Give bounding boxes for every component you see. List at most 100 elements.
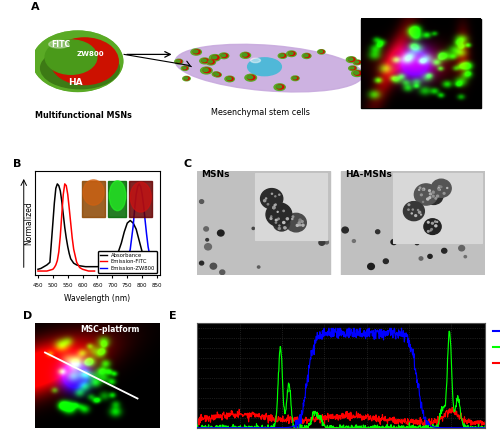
Ellipse shape [200, 58, 209, 64]
Circle shape [275, 196, 276, 197]
Ellipse shape [219, 53, 228, 59]
Circle shape [278, 219, 279, 220]
Ellipse shape [202, 59, 208, 63]
Absorbance [100, 263, 106, 269]
Emission-ZW800 [154, 268, 160, 273]
Ellipse shape [250, 58, 260, 63]
Emission-ZW800 [127, 247, 133, 252]
Emission-FITC [68, 220, 73, 226]
Circle shape [299, 219, 301, 221]
Circle shape [438, 188, 440, 189]
Circle shape [286, 213, 306, 232]
Ellipse shape [200, 67, 212, 74]
Ellipse shape [274, 84, 285, 90]
Ellipse shape [222, 54, 228, 57]
Absorbance [136, 238, 142, 243]
Circle shape [200, 261, 203, 265]
Circle shape [412, 209, 414, 210]
Circle shape [352, 239, 356, 243]
Text: ZW800: ZW800 [76, 51, 104, 57]
Absorbance [44, 262, 50, 268]
Ellipse shape [350, 67, 356, 70]
Circle shape [296, 224, 298, 226]
Emission-FITC [66, 206, 72, 211]
Emission-FITC [50, 267, 56, 272]
Circle shape [283, 210, 284, 212]
Legend: Nucleus, HA-MSNs, Actin: Nucleus, HA-MSNs, Actin [492, 325, 500, 369]
Circle shape [440, 186, 442, 187]
Emission-FITC [60, 192, 66, 197]
Ellipse shape [346, 57, 356, 63]
Circle shape [204, 244, 212, 250]
Circle shape [252, 227, 254, 229]
Emission-ZW800 [142, 218, 148, 223]
Absorbance [80, 264, 86, 269]
Circle shape [376, 230, 380, 234]
Ellipse shape [175, 59, 183, 64]
Ellipse shape [193, 50, 200, 54]
Ellipse shape [242, 53, 250, 57]
Bar [361, 19, 480, 108]
Absorbance [68, 256, 73, 262]
Line: Emission-FITC: Emission-FITC [38, 184, 94, 271]
Ellipse shape [183, 67, 188, 70]
Emission-FITC [88, 269, 94, 274]
Circle shape [434, 221, 436, 222]
Emission-FITC [92, 269, 98, 274]
Line: Emission-ZW800: Emission-ZW800 [112, 184, 157, 271]
Ellipse shape [176, 60, 182, 63]
Emission-FITC [74, 260, 80, 265]
Emission-ZW800 [139, 192, 145, 197]
Emission-FITC [76, 265, 82, 270]
Circle shape [280, 182, 284, 186]
Ellipse shape [51, 38, 118, 85]
Text: Multifunctional MSNs: Multifunctional MSNs [35, 111, 132, 120]
Emission-FITC [64, 192, 70, 197]
Circle shape [444, 235, 448, 239]
Circle shape [420, 194, 422, 196]
Ellipse shape [184, 77, 188, 79]
Absorbance [74, 262, 80, 268]
Absorbance [130, 220, 136, 226]
Absorbance [110, 260, 116, 265]
Emission-FITC [62, 181, 68, 187]
Absorbance [106, 262, 112, 267]
Absorbance [63, 235, 69, 241]
Absorbance [54, 181, 60, 187]
Circle shape [273, 207, 275, 209]
Emission-FITC [56, 249, 62, 254]
Bar [255, 173, 327, 240]
Circle shape [368, 263, 374, 269]
Circle shape [220, 270, 224, 274]
Circle shape [318, 191, 324, 197]
Absorbance [94, 264, 100, 269]
Ellipse shape [293, 77, 298, 80]
Circle shape [270, 216, 272, 217]
Absorbance [116, 249, 121, 254]
Ellipse shape [208, 60, 212, 63]
X-axis label: Wavelength (nm): Wavelength (nm) [64, 294, 130, 303]
Ellipse shape [216, 73, 220, 76]
Circle shape [432, 195, 434, 197]
Circle shape [274, 216, 289, 231]
Absorbance [142, 258, 148, 263]
Absorbance [64, 244, 70, 249]
Circle shape [408, 204, 410, 206]
Circle shape [415, 215, 416, 217]
Text: HA-MSNs: HA-MSNs [344, 170, 392, 179]
Circle shape [267, 204, 268, 205]
Ellipse shape [221, 54, 226, 56]
Circle shape [284, 227, 286, 229]
Circle shape [435, 225, 437, 227]
Circle shape [406, 202, 412, 208]
Absorbance [124, 220, 130, 226]
Ellipse shape [210, 55, 220, 61]
Emission-ZW800 [110, 269, 116, 274]
Circle shape [264, 200, 266, 202]
Circle shape [432, 222, 434, 224]
Ellipse shape [48, 41, 69, 48]
Emission-FITC [86, 269, 91, 274]
Ellipse shape [248, 75, 255, 80]
Circle shape [428, 190, 430, 191]
Ellipse shape [183, 76, 190, 81]
